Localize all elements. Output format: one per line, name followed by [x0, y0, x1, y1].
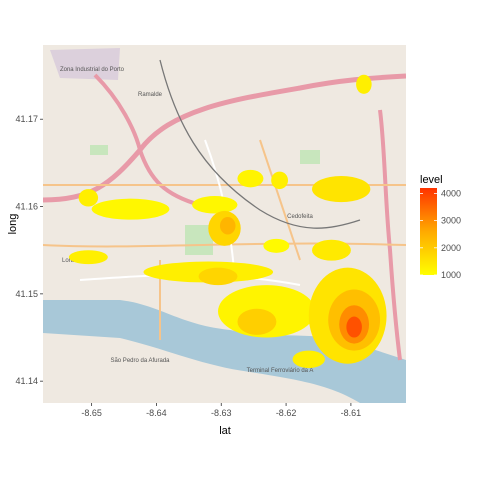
legend-ticks: 1000 2000 3000 4000: [420, 188, 461, 280]
density-region-5: [237, 169, 264, 188]
x-tick-label: -8.65: [81, 408, 102, 418]
map-label-afurada: São Pedro da Afurada: [110, 358, 170, 364]
y-axis: 41.14 41.15 41.16 41.17: [15, 114, 43, 386]
density-region-8: [356, 74, 372, 94]
legend-tick-label: 1000: [441, 270, 461, 280]
legend: level 1000 2000 3000 4000: [420, 174, 461, 280]
x-tick-label: -8.63: [211, 408, 232, 418]
density-region-10: [68, 250, 108, 265]
legend-colorbar: [420, 188, 437, 275]
density-region-6: [271, 171, 289, 190]
x-axis-title: lat: [219, 425, 231, 437]
density-region-13: [312, 239, 351, 261]
density-region-0: [78, 189, 99, 207]
y-tick-label: 41.16: [15, 202, 38, 212]
density-region-4: [219, 217, 236, 235]
density-layer: [68, 74, 387, 369]
y-axis-title: long: [7, 214, 19, 235]
density-region-19: [237, 308, 277, 335]
legend-tick-label: 3000: [441, 216, 461, 226]
legend-tick-label: 2000: [441, 243, 461, 253]
x-axis: -8.65 -8.64 -8.63 -8.62 -8.61: [81, 403, 361, 418]
x-tick-label: -8.61: [341, 408, 362, 418]
y-tick-label: 41.15: [15, 289, 38, 299]
density-region-12: [198, 267, 238, 286]
density-region-9: [263, 238, 290, 253]
legend-tick-label: 4000: [441, 188, 461, 198]
map-label-ramalde: Ramalde: [138, 92, 163, 98]
y-tick-label: 41.14: [15, 376, 38, 386]
density-region-2: [192, 196, 238, 214]
density-region-18: [346, 316, 362, 338]
x-tick-label: -8.62: [276, 408, 297, 418]
density-region-1: [91, 198, 170, 220]
legend-title: level: [420, 174, 443, 186]
density-region-7: [312, 175, 371, 203]
map-label-terminal: Terminal Ferroviário da A: [247, 368, 314, 374]
map-label-cedofeita: Cedofeita: [287, 214, 313, 220]
map-label-industrial: Zona Industrial do Porto: [60, 67, 125, 73]
x-tick-label: -8.64: [146, 408, 167, 418]
y-tick-label: 41.17: [15, 114, 38, 124]
density-region-20: [292, 350, 325, 369]
